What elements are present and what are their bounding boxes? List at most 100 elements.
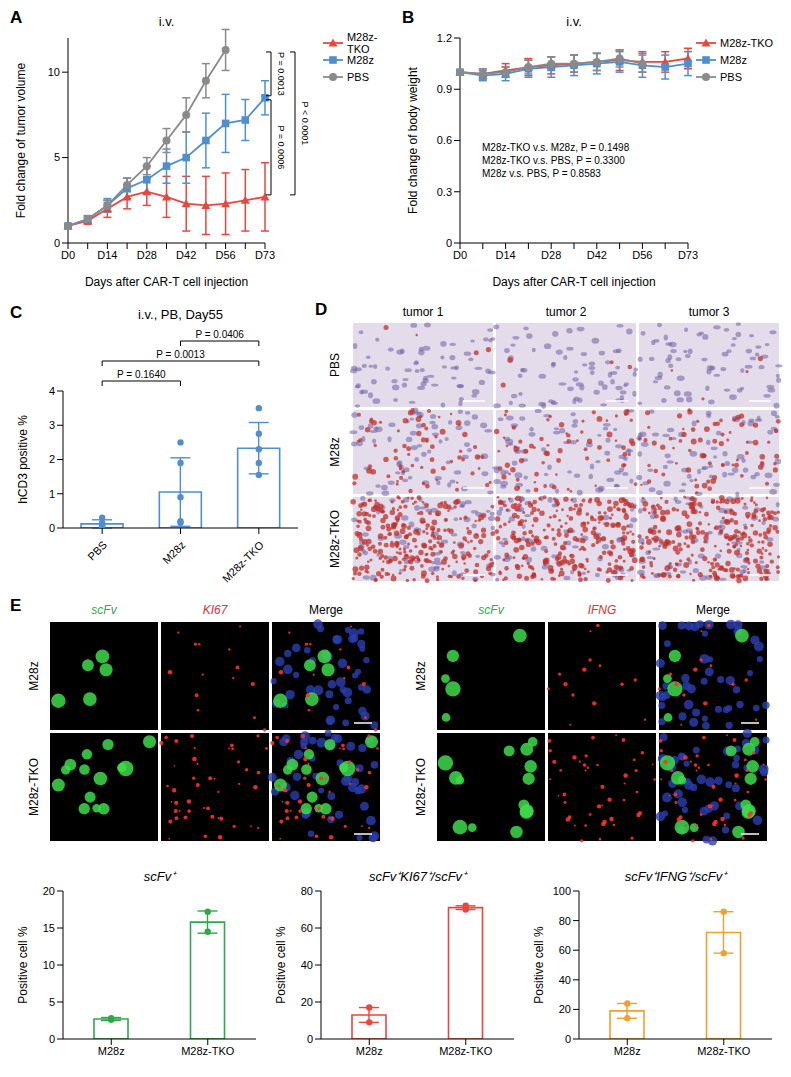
- svg-text:20: 20: [301, 996, 313, 1008]
- svg-text:M28z: M28z: [98, 1045, 125, 1057]
- svg-text:80: 80: [559, 915, 571, 927]
- html-text:B: B: [402, 8, 415, 27]
- svg-text:Days after CAR-T cell injectio: Days after CAR-T cell injection: [492, 275, 655, 289]
- svg-text:Days after CAR-T cell injectio: Days after CAR-T cell injection: [85, 275, 248, 289]
- svg-text:M28z-TKO: M28z-TKO: [220, 538, 266, 584]
- svg-text:scFv: scFv: [91, 603, 117, 617]
- html-text:E: E: [10, 596, 22, 615]
- svg-text:Positive cell %: Positive cell %: [532, 926, 546, 1004]
- svg-text:4: 4: [49, 385, 55, 397]
- svg-text:D56: D56: [216, 249, 236, 261]
- svg-text:KI67: KI67: [203, 603, 229, 617]
- svg-text:P = 0.0013: P = 0.0013: [276, 52, 286, 96]
- html-text:PBS: PBS: [347, 70, 369, 83]
- svg-text:P = 0.1640: P = 0.1640: [117, 369, 166, 380]
- html-text:i.v.: i.v.: [158, 14, 175, 29]
- svg-text:M28z: M28z: [414, 661, 428, 690]
- svg-text:D73: D73: [255, 249, 275, 261]
- html-text:D: D: [315, 300, 328, 319]
- svg-text:60: 60: [301, 922, 313, 934]
- svg-text:M28z: M28z: [614, 1045, 641, 1057]
- svg-text:PBS: PBS: [85, 539, 109, 563]
- html-text:PBS: PBS: [720, 70, 742, 83]
- svg-text:P = 0.0006: P = 0.0006: [276, 126, 286, 170]
- svg-text:Fold change of tumor volume: Fold change of tumor volume: [14, 62, 28, 218]
- html-text:M28z-TKO: M28z-TKO: [347, 30, 378, 55]
- svg-text:3: 3: [49, 419, 55, 431]
- html-text:M28z-TKO v.s. M28z, P = 0.1498: M28z-TKO v.s. M28z, P = 0.1498: [482, 141, 630, 153]
- svg-text:M28z-TKO: M28z-TKO: [439, 1045, 493, 1057]
- html-text:M28z: M28z: [347, 53, 374, 66]
- svg-text:P = 0.0406: P = 0.0406: [195, 329, 244, 340]
- svg-text:D14: D14: [496, 249, 516, 261]
- svg-text:M28z: M28z: [356, 1045, 383, 1057]
- svg-text:tumor 2: tumor 2: [546, 305, 587, 319]
- svg-text:M28z-TKO: M28z-TKO: [697, 1045, 751, 1057]
- svg-text:D28: D28: [541, 249, 561, 261]
- svg-text:D56: D56: [632, 249, 652, 261]
- svg-text:0.6: 0.6: [437, 134, 452, 146]
- svg-text:tumor 3: tumor 3: [689, 305, 730, 319]
- svg-text:Positive cell %: Positive cell %: [16, 926, 30, 1004]
- svg-text:1.2: 1.2: [437, 32, 452, 44]
- svg-text:5: 5: [54, 151, 60, 163]
- svg-text:M28z-TKO: M28z-TKO: [181, 1045, 235, 1057]
- svg-text:Merge: Merge: [309, 603, 343, 617]
- svg-text:scFv: scFv: [478, 603, 504, 617]
- svg-text:10: 10: [43, 959, 55, 971]
- svg-text:Positive cell %: Positive cell %: [274, 926, 288, 1004]
- html-text:i.v.: i.v.: [566, 14, 582, 29]
- html-text:scFv⁺IFNG⁺/scFv⁺: scFv⁺IFNG⁺/scFv⁺: [624, 869, 727, 884]
- svg-text:M28z-TKO: M28z-TKO: [27, 758, 41, 816]
- svg-text:D14: D14: [97, 249, 117, 261]
- svg-text:0: 0: [446, 237, 452, 249]
- svg-text:15: 15: [43, 922, 55, 934]
- svg-text:M28z: M28z: [27, 661, 41, 690]
- html-text:C: C: [10, 303, 23, 322]
- svg-text:0: 0: [54, 237, 60, 249]
- svg-text:0: 0: [49, 522, 55, 534]
- html-text:A: A: [10, 8, 23, 27]
- svg-text:40: 40: [559, 974, 571, 986]
- svg-text:M28z-TKO: M28z-TKO: [328, 510, 342, 568]
- svg-text:D0: D0: [61, 249, 75, 261]
- svg-text:2: 2: [49, 453, 55, 465]
- svg-text:IFNG: IFNG: [588, 603, 617, 617]
- svg-text:40: 40: [301, 959, 313, 971]
- svg-text:5: 5: [49, 996, 55, 1008]
- svg-text:100: 100: [553, 885, 571, 897]
- html-text:M28z: M28z: [720, 53, 747, 66]
- svg-text:Merge: Merge: [696, 603, 730, 617]
- svg-text:0: 0: [49, 1033, 55, 1045]
- svg-text:P = 0.0013: P = 0.0013: [156, 349, 205, 360]
- svg-text:20: 20: [559, 1003, 571, 1015]
- html-text:M28z-TKO: M28z-TKO: [720, 36, 774, 49]
- svg-text:hCD3 positive %: hCD3 positive %: [16, 415, 30, 504]
- html-text:scFv⁺KI67⁺/scFv⁺: scFv⁺KI67⁺/scFv⁺: [368, 869, 467, 884]
- svg-text:20: 20: [43, 885, 55, 897]
- html-text:M28z v.s. PBS, P = 0.8583: M28z v.s. PBS, P = 0.8583: [482, 167, 601, 179]
- svg-text:M28z: M28z: [328, 437, 342, 466]
- svg-text:tumor 1: tumor 1: [403, 305, 444, 319]
- svg-text:D42: D42: [587, 249, 607, 261]
- svg-text:PBS: PBS: [328, 353, 342, 377]
- svg-text:Fold change of body weight: Fold change of body weight: [406, 66, 420, 213]
- svg-text:0: 0: [565, 1033, 571, 1045]
- svg-text:P < 0.0001: P < 0.0001: [300, 102, 310, 146]
- svg-text:D42: D42: [176, 249, 196, 261]
- svg-text:1: 1: [49, 488, 55, 500]
- svg-text:80: 80: [301, 885, 313, 897]
- svg-text:0.3: 0.3: [437, 186, 452, 198]
- html-text:i.v., PB, Day55: i.v., PB, Day55: [138, 307, 223, 322]
- svg-text:M28z: M28z: [160, 539, 188, 567]
- svg-text:0.9: 0.9: [437, 83, 452, 95]
- svg-text:0: 0: [307, 1033, 313, 1045]
- html-text:scFv⁺: scFv⁺: [143, 869, 176, 884]
- svg-text:10: 10: [48, 66, 60, 78]
- svg-text:D0: D0: [453, 249, 467, 261]
- svg-text:M28z-TKO: M28z-TKO: [414, 758, 428, 816]
- html-text:M28z-TKO v.s. PBS, P = 0.3300: M28z-TKO v.s. PBS, P = 0.3300: [482, 154, 625, 166]
- svg-text:D28: D28: [137, 249, 157, 261]
- svg-text:D73: D73: [678, 249, 698, 261]
- svg-text:60: 60: [559, 944, 571, 956]
